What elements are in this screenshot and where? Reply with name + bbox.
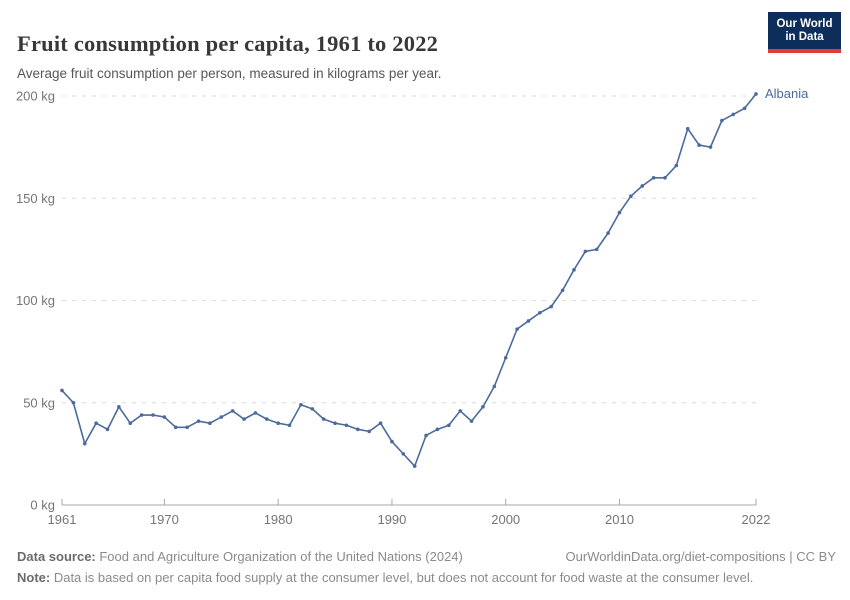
data-point xyxy=(606,231,610,235)
data-point xyxy=(71,400,76,405)
data-point xyxy=(344,423,349,428)
data-point xyxy=(617,210,622,215)
data-point xyxy=(151,413,155,417)
data-point xyxy=(173,425,178,430)
data-point xyxy=(60,388,64,393)
data-point xyxy=(594,247,599,252)
data-point xyxy=(230,409,235,413)
owid-logo-line1: Our World xyxy=(776,17,833,30)
data-point xyxy=(299,402,303,407)
y-tick-label: 50 kg xyxy=(23,395,55,410)
data-point xyxy=(731,112,736,117)
data-point xyxy=(742,106,747,111)
y-tick-label: 200 kg xyxy=(16,89,55,104)
data-point xyxy=(526,319,531,323)
x-tick-label: 1990 xyxy=(377,512,406,527)
x-tick-label: 2010 xyxy=(605,512,634,527)
x-tick-label: 1970 xyxy=(150,512,179,527)
data-point xyxy=(424,433,428,438)
data-point xyxy=(287,423,292,428)
data-point xyxy=(538,310,542,315)
data-point xyxy=(196,419,201,423)
data-point xyxy=(117,405,121,409)
data-point xyxy=(572,268,576,272)
data-source: Data source: Food and Agriculture Organi… xyxy=(17,546,463,567)
data-point xyxy=(94,421,98,426)
data-point xyxy=(264,417,269,421)
data-point xyxy=(515,327,519,331)
data-point xyxy=(242,417,246,421)
line-chart: 0 kg 50 kg 100 kg 150 kg 200 kg 1961 1970 1980 1… xyxy=(16,86,809,527)
x-tick-label: 1961 xyxy=(48,512,77,527)
data-point xyxy=(754,92,758,96)
data-point xyxy=(560,288,565,293)
page-title: Fruit consumption per capita, 1961 to 20… xyxy=(17,31,439,57)
data-point xyxy=(356,427,360,432)
note-text: Data is based on per capita food supply … xyxy=(50,570,754,585)
owid-url-link[interactable]: OurWorldinData.org/diet-compositions | C… xyxy=(565,549,836,564)
data-point xyxy=(378,421,383,426)
data-point xyxy=(469,419,474,423)
x-tick-label: 2000 xyxy=(491,512,520,527)
data-point xyxy=(162,415,167,419)
data-point xyxy=(367,429,371,434)
data-source-text: Food and Agriculture Organization of the… xyxy=(95,549,463,564)
data-point xyxy=(208,421,212,426)
data-point xyxy=(481,405,485,409)
data-point xyxy=(185,425,189,430)
data-point xyxy=(412,464,417,468)
data-point xyxy=(333,421,337,426)
data-point xyxy=(492,384,497,389)
data-point xyxy=(685,126,690,131)
data-source-label: Data source: xyxy=(17,549,96,564)
data-point xyxy=(105,427,110,432)
data-point xyxy=(708,145,713,149)
data-point xyxy=(651,176,656,180)
data-point xyxy=(82,441,87,446)
data-line xyxy=(61,93,757,467)
data-point xyxy=(697,143,701,147)
series-end-label: Albania xyxy=(765,86,809,101)
chart-subtitle: Average fruit consumption per person, me… xyxy=(17,65,442,81)
data-point xyxy=(321,417,326,421)
owid-logo-red-bar xyxy=(768,49,841,53)
data-point xyxy=(310,407,315,411)
owid-logo: Our World in Data xyxy=(768,12,841,53)
note: Note: Data is based on per capita food s… xyxy=(17,570,753,585)
data-point xyxy=(219,415,224,419)
data-point xyxy=(401,452,406,456)
data-point xyxy=(435,427,440,432)
data-point xyxy=(549,304,554,309)
x-tick-label: 1980 xyxy=(264,512,293,527)
data-point xyxy=(253,411,258,415)
y-tick-label: 100 kg xyxy=(16,293,55,308)
note-label: Note: xyxy=(17,570,51,585)
data-point xyxy=(663,176,667,180)
data-point xyxy=(720,118,724,123)
y-tick-label: 0 kg xyxy=(30,498,55,513)
y-tick-label: 150 kg xyxy=(16,191,55,206)
owid-logo-line2: in Data xyxy=(785,30,824,43)
data-point xyxy=(640,184,645,188)
data-point xyxy=(390,439,394,444)
x-tick-label: 2022 xyxy=(742,512,771,527)
data-point xyxy=(583,249,588,254)
data-point xyxy=(128,421,133,426)
data-point xyxy=(139,413,144,417)
data-point xyxy=(503,355,508,360)
data-point xyxy=(629,194,633,199)
data-point xyxy=(674,163,679,168)
chart-footer: Data source: Food and Agriculture Organi… xyxy=(17,546,836,588)
data-point xyxy=(447,423,451,428)
data-point xyxy=(458,409,462,413)
data-point xyxy=(276,421,280,426)
